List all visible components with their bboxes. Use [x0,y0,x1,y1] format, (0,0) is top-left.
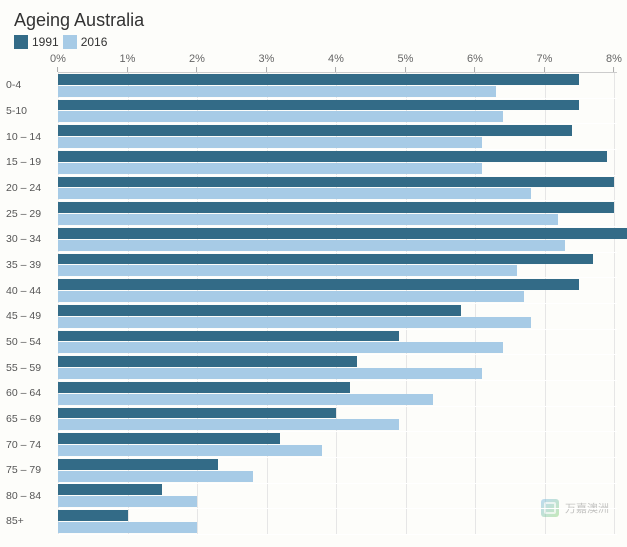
category-label: 70 – 74 [6,439,54,451]
category-label: 85+ [6,515,54,527]
bar-2016 [58,214,558,225]
bar-1991 [58,484,162,495]
bar-2016 [58,445,322,456]
category-row: 80 – 84 [58,484,617,510]
x-tick: 6% [467,53,483,72]
category-row: 25 – 29 [58,201,617,227]
bar-2016 [58,342,503,353]
category-label: 60 – 64 [6,387,54,399]
category-label: 50 – 54 [6,336,54,348]
legend-label-1991: 1991 [32,35,59,49]
bar-1991 [58,408,336,419]
bar-2016 [58,496,197,507]
category-row: 0-4 [58,73,617,99]
bar-2016 [58,522,197,533]
category-label: 75 – 79 [6,464,54,476]
category-row: 45 – 49 [58,304,617,330]
category-row: 5-10 [58,99,617,125]
x-tick: 2% [189,53,205,72]
bar-2016 [58,419,399,430]
category-label: 80 – 84 [6,490,54,502]
category-label: 30 – 34 [6,233,54,245]
x-tick: 1% [120,53,136,72]
bar-1991 [58,331,399,342]
category-label: 0-4 [6,79,54,91]
x-tick: 8% [606,53,622,72]
bar-1991 [58,254,593,265]
category-row: 10 – 14 [58,124,617,150]
category-row: 50 – 54 [58,330,617,356]
bar-1991 [58,510,128,521]
bar-2016 [58,86,496,97]
legend-swatch-2016 [63,35,77,49]
bar-1991 [58,459,218,470]
category-row: 35 – 39 [58,253,617,279]
category-label: 40 – 44 [6,285,54,297]
bar-2016 [58,111,503,122]
category-label: 20 – 24 [6,182,54,194]
category-row: 40 – 44 [58,278,617,304]
bar-2016 [58,163,482,174]
bar-1991 [58,74,579,85]
bar-2016 [58,265,517,276]
x-tick: 0% [50,53,66,72]
x-tick: 4% [328,53,344,72]
bar-2016 [58,317,531,328]
category-row: 20 – 24 [58,176,617,202]
category-label: 45 – 49 [6,310,54,322]
category-label: 25 – 29 [6,208,54,220]
x-tick: 3% [259,53,275,72]
category-label: 35 – 39 [6,259,54,271]
bar-2016 [58,188,531,199]
bar-1991 [58,305,461,316]
bar-1991 [58,382,350,393]
bar-2016 [58,471,253,482]
bar-2016 [58,137,482,148]
category-row: 75 – 79 [58,458,617,484]
bar-2016 [58,291,524,302]
x-tick: 7% [537,53,553,72]
category-row: 65 – 69 [58,407,617,433]
x-tick: 5% [398,53,414,72]
category-row: 55 – 59 [58,355,617,381]
bar-1991 [58,356,357,367]
bar-2016 [58,368,482,379]
bar-1991 [58,279,579,290]
bar-1991 [58,177,614,188]
legend-label-2016: 2016 [81,35,108,49]
category-label: 5-10 [6,105,54,117]
chart-title: Ageing Australia [14,10,617,31]
bar-1991 [58,202,614,213]
category-row: 30 – 34 [58,227,617,253]
bar-2016 [58,240,565,251]
bar-2016 [58,394,433,405]
chart-legend: 1991 2016 [14,35,617,49]
category-row: 70 – 74 [58,432,617,458]
x-axis: 0%1%2%3%4%5%6%7%8% [58,53,617,73]
category-label: 65 – 69 [6,413,54,425]
plot-area: 0-45-1010 – 1415 – 1920 – 2425 – 2930 – … [58,73,617,535]
category-row: 15 – 19 [58,150,617,176]
bar-1991 [58,151,607,162]
chart-container: Ageing Australia 1991 2016 0% 1% 2% 3% 4% 5% 6… [0,0,627,547]
category-row: 85+ [58,509,617,535]
category-label: 15 – 19 [6,156,54,168]
legend-swatch-1991 [14,35,28,49]
bar-1991 [58,100,579,111]
category-label: 10 – 14 [6,131,54,143]
bar-1991 [58,125,572,136]
category-label: 55 – 59 [6,362,54,374]
bar-1991 [58,433,280,444]
category-row: 60 – 64 [58,381,617,407]
bar-1991 [58,228,627,239]
